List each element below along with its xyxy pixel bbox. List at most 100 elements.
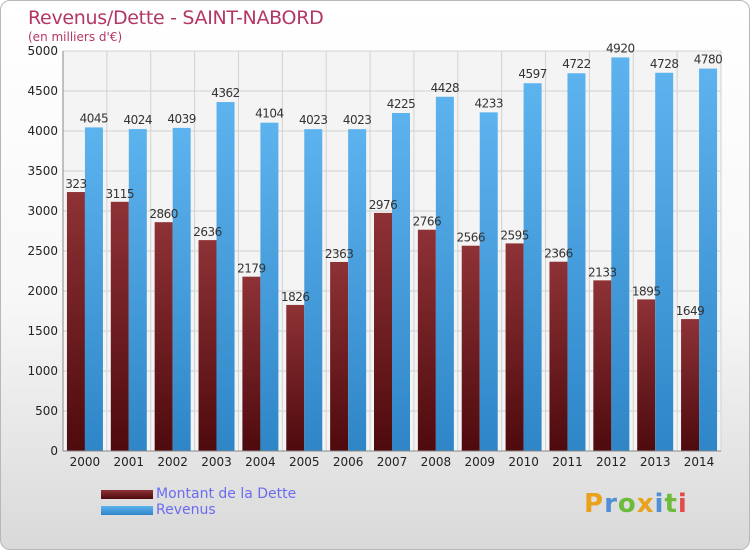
- y-tick-label: 3500: [27, 164, 58, 178]
- y-tick-label: 0: [50, 444, 58, 458]
- data-labels: 323 4045 3115 4024 2860 4039 2636 4362 2179 4104 1…: [65, 41, 723, 318]
- bar-revenus-2013: [655, 72, 674, 451]
- data-label-dette: 2766: [413, 215, 442, 229]
- x-tick-label: 2004: [245, 455, 276, 469]
- bar-revenus-2014: [699, 68, 718, 451]
- bar-revenus-2009: [479, 112, 498, 452]
- x-tick-label: 2007: [377, 455, 408, 469]
- axes: 0 500 1000 1500 2000 2500 3000 3500 4000 4500 5000…: [27, 44, 721, 469]
- data-label-dette: 2133: [588, 265, 617, 279]
- data-label-revenus: 4023: [343, 113, 372, 127]
- bar-dette-2004: [242, 276, 261, 451]
- data-label-dette: 2595: [500, 228, 529, 242]
- data-label-dette: 2976: [369, 198, 398, 212]
- x-tick-label: 2002: [157, 455, 188, 469]
- legend-swatch-dette: [101, 490, 153, 499]
- bar-revenus-2006: [348, 129, 367, 451]
- x-tick-label: 2003: [201, 455, 232, 469]
- data-label-dette: 1895: [632, 284, 661, 298]
- bar-dette-2006: [330, 261, 349, 451]
- y-tick-label: 4000: [27, 124, 58, 138]
- bar-dette-2000: [66, 192, 85, 452]
- data-label-revenus: 4104: [255, 107, 284, 121]
- y-tick-label: 4500: [27, 84, 58, 98]
- bar-revenus-2007: [392, 113, 410, 451]
- y-tick-label: 1000: [27, 364, 58, 378]
- y-tick-label: 500: [35, 404, 58, 418]
- x-tick-label: 2013: [640, 455, 671, 469]
- y-tick-label: 2500: [27, 244, 58, 258]
- data-label-revenus: 4597: [518, 67, 547, 81]
- data-label-revenus: 4023: [299, 113, 328, 127]
- y-tick-label: 1500: [27, 324, 58, 338]
- bar-dette-2007: [374, 212, 392, 451]
- data-label-dette: 2363: [325, 247, 354, 261]
- proxiti-logo: Proxiti: [584, 489, 688, 519]
- x-tick-label: 2005: [289, 455, 320, 469]
- bar-revenus-2000: [84, 127, 103, 452]
- data-label-dette: 2566: [456, 231, 485, 245]
- x-tick-label: 2014: [684, 455, 715, 469]
- bar-dette-2005: [286, 304, 305, 451]
- y-tick-label: 3000: [27, 204, 58, 218]
- data-label-revenus: 4233: [474, 96, 503, 110]
- data-label-revenus: 4225: [387, 97, 416, 111]
- bar-revenus-2011: [567, 73, 586, 452]
- bars: [66, 57, 718, 452]
- data-label-revenus: 4039: [167, 112, 196, 126]
- x-tick-label: 2008: [421, 455, 452, 469]
- data-label-revenus: 4722: [562, 57, 591, 71]
- data-label-revenus: 4780: [694, 53, 723, 67]
- data-label-dette: 2860: [149, 207, 178, 221]
- x-tick-label: 2000: [70, 455, 101, 469]
- bar-revenus-2012: [611, 57, 630, 452]
- data-label-revenus: 4024: [124, 113, 153, 127]
- data-label-dette: 2636: [193, 225, 222, 239]
- data-label-dette: 1826: [281, 290, 310, 304]
- chart-title: Revenus/Dette - SAINT-NABORD: [28, 7, 324, 29]
- data-label-dette: 3115: [106, 187, 135, 201]
- bar-revenus-2001: [128, 129, 147, 451]
- bar-dette-2002: [154, 222, 173, 451]
- data-label-dette: 323: [65, 177, 86, 191]
- data-label-dette: 1649: [676, 304, 705, 318]
- bar-revenus-2003: [216, 102, 235, 451]
- x-tick-label: 2009: [464, 455, 495, 469]
- bar-dette-2008: [417, 229, 436, 451]
- x-tick-label: 2010: [508, 455, 539, 469]
- data-label-revenus: 4428: [431, 81, 460, 95]
- bar-dette-2003: [198, 240, 217, 451]
- data-label-revenus: 4920: [606, 41, 635, 55]
- x-tick-label: 2001: [114, 455, 145, 469]
- bar-dette-2012: [593, 280, 612, 451]
- bar-revenus-2005: [304, 129, 323, 451]
- legend-label-dette: Montant de la Dette: [156, 486, 297, 502]
- legend-item-revenus: Revenus: [101, 502, 401, 519]
- y-tick-label: 5000: [27, 44, 58, 58]
- bar-dette-2013: [637, 299, 656, 451]
- chart-subtitle: (en milliers d'€): [28, 30, 123, 44]
- legend: Montant de la Dette Revenus: [101, 486, 401, 519]
- legend-label-revenus: Revenus: [156, 502, 216, 518]
- data-label-revenus: 4362: [211, 86, 240, 100]
- legend-item-dette: Montant de la Dette: [101, 486, 401, 503]
- bar-dette-2009: [461, 245, 480, 451]
- bar-revenus-2008: [435, 96, 454, 451]
- bar-dette-2014: [681, 319, 700, 451]
- x-tick-label: 2011: [552, 455, 583, 469]
- bar-revenus-2004: [260, 122, 279, 452]
- x-tick-label: 2006: [333, 455, 364, 469]
- bar-dette-2001: [110, 201, 129, 451]
- data-label-dette: 2366: [544, 247, 573, 261]
- x-tick-label: 2012: [596, 455, 627, 469]
- data-label-revenus: 4728: [650, 57, 679, 71]
- bar-dette-2010: [505, 243, 524, 451]
- bar-revenus-2002: [172, 127, 191, 451]
- data-label-revenus: 4045: [80, 111, 109, 125]
- data-label-dette: 2179: [237, 262, 266, 276]
- bar-dette-2011: [549, 261, 568, 451]
- y-tick-label: 2000: [27, 284, 58, 298]
- bar-revenus-2010: [523, 83, 542, 452]
